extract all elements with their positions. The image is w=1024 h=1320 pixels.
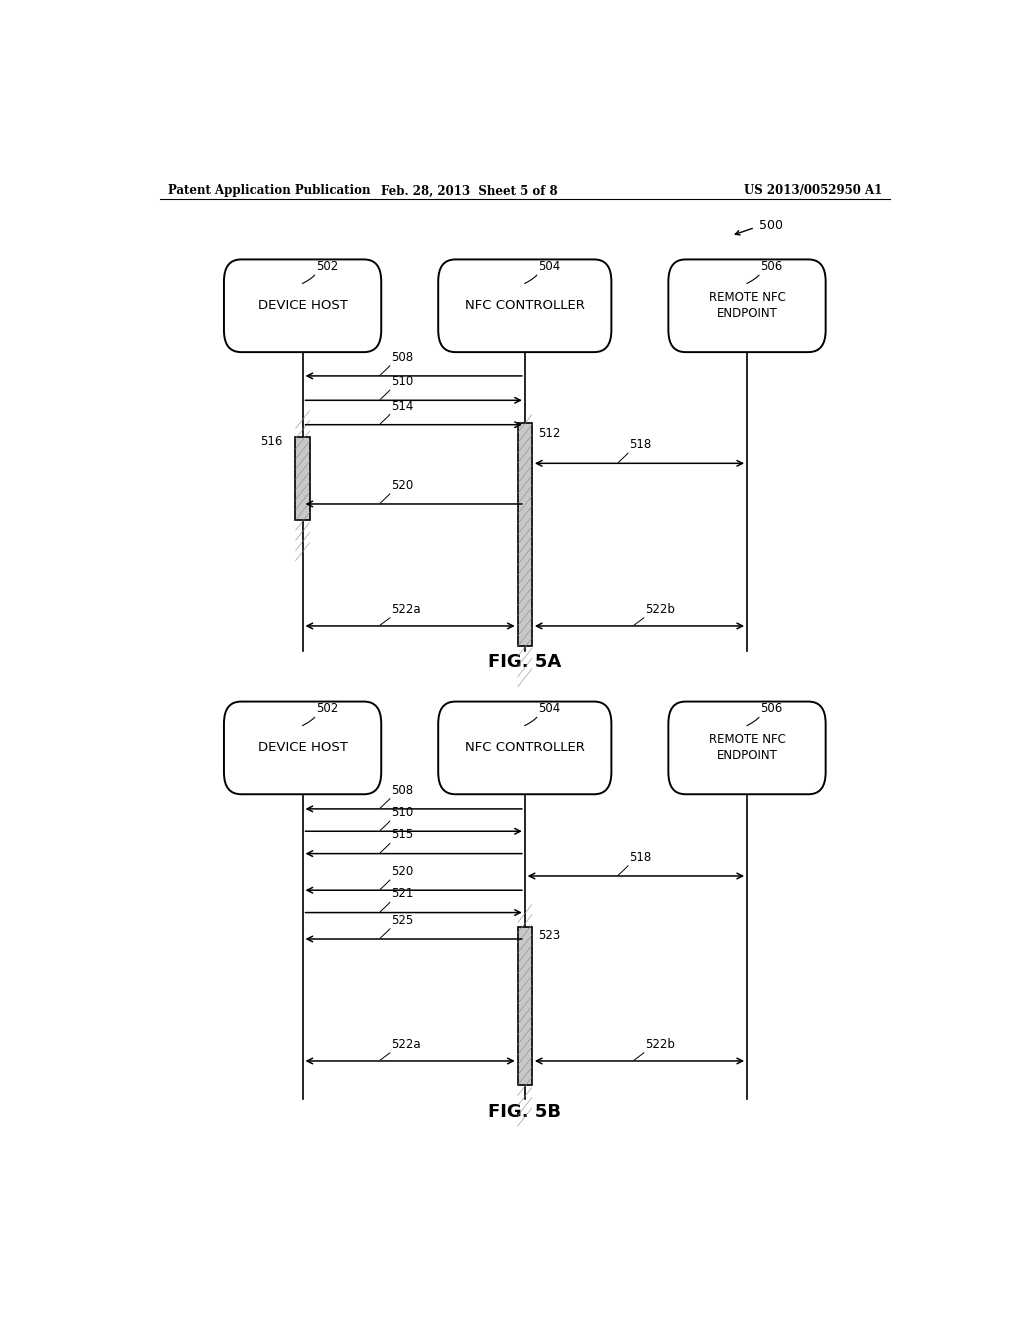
Text: 522b: 522b [645, 603, 675, 615]
Text: 522b: 522b [645, 1038, 675, 1051]
FancyBboxPatch shape [669, 260, 825, 352]
Text: Feb. 28, 2013  Sheet 5 of 8: Feb. 28, 2013 Sheet 5 of 8 [381, 185, 557, 198]
FancyBboxPatch shape [224, 701, 381, 795]
Bar [296, 437, 309, 520]
Text: 522a: 522a [391, 603, 421, 615]
Text: 515: 515 [391, 829, 414, 841]
Text: Patent Application Publication: Patent Application Publication [168, 185, 371, 198]
Text: 504: 504 [539, 260, 560, 273]
Text: 506: 506 [761, 260, 782, 273]
Text: 504: 504 [539, 702, 560, 715]
Text: 518: 518 [630, 851, 652, 863]
Text: 502: 502 [316, 702, 338, 715]
FancyBboxPatch shape [224, 260, 381, 352]
Bar [518, 927, 531, 1085]
Text: 525: 525 [391, 913, 414, 927]
Text: 520: 520 [391, 479, 414, 492]
Text: 523: 523 [539, 929, 560, 942]
Text: REMOTE NFC
ENDPOINT: REMOTE NFC ENDPOINT [709, 292, 785, 321]
Text: 516: 516 [260, 434, 283, 447]
Text: 506: 506 [761, 702, 782, 715]
Text: FIG. 5A: FIG. 5A [488, 652, 561, 671]
Text: 510: 510 [391, 807, 414, 818]
FancyBboxPatch shape [438, 701, 611, 795]
Text: DEVICE HOST: DEVICE HOST [258, 300, 347, 313]
Text: 508: 508 [391, 351, 414, 364]
Text: FIG. 5B: FIG. 5B [488, 1102, 561, 1121]
Text: 512: 512 [539, 426, 561, 440]
Text: 500: 500 [759, 219, 783, 232]
Text: 510: 510 [391, 375, 414, 388]
Text: 514: 514 [391, 400, 414, 412]
FancyBboxPatch shape [669, 701, 825, 795]
Text: NFC CONTROLLER: NFC CONTROLLER [465, 300, 585, 313]
Text: 520: 520 [391, 865, 414, 878]
Text: 522a: 522a [391, 1038, 421, 1051]
Text: 518: 518 [630, 438, 652, 451]
Text: NFC CONTROLLER: NFC CONTROLLER [465, 742, 585, 755]
Text: 521: 521 [391, 887, 414, 900]
Text: US 2013/0052950 A1: US 2013/0052950 A1 [743, 185, 882, 198]
Bar [518, 422, 531, 647]
Text: DEVICE HOST: DEVICE HOST [258, 742, 347, 755]
Text: 502: 502 [316, 260, 338, 273]
Text: REMOTE NFC
ENDPOINT: REMOTE NFC ENDPOINT [709, 734, 785, 763]
FancyBboxPatch shape [438, 260, 611, 352]
Text: 508: 508 [391, 784, 414, 797]
